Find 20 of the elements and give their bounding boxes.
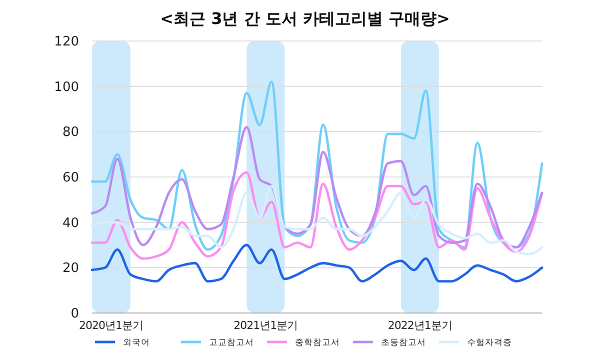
y-tick-label: 40 (62, 216, 79, 231)
y-tick-label: 20 (62, 261, 79, 276)
y-tick-label: 120 (54, 34, 79, 50)
legend-label: 외국어 (123, 338, 150, 348)
y-tick-label: 100 (54, 80, 79, 95)
x-tick-label: 2020년1분기 (79, 319, 144, 332)
line-series (90, 126, 544, 248)
legend-label: 수험자격증 (467, 338, 512, 348)
line-series (90, 171, 544, 260)
line-series (90, 244, 544, 282)
x-tick-label: 2021년1분기 (234, 319, 298, 332)
chart-title: <최근 3년 간 도서 카테고리별 구매량> (160, 9, 450, 28)
legend-label: 고교참고서 (209, 338, 254, 348)
y-tick-label: 0 (70, 306, 79, 322)
line-series (90, 80, 544, 251)
y-tick-label: 80 (62, 125, 79, 140)
legend-label: 초등참고서 (381, 338, 426, 348)
legend-label: 중학참고서 (295, 338, 340, 348)
x-tick-label: 2022년1분기 (388, 319, 452, 332)
y-tick-label: 60 (62, 170, 79, 186)
